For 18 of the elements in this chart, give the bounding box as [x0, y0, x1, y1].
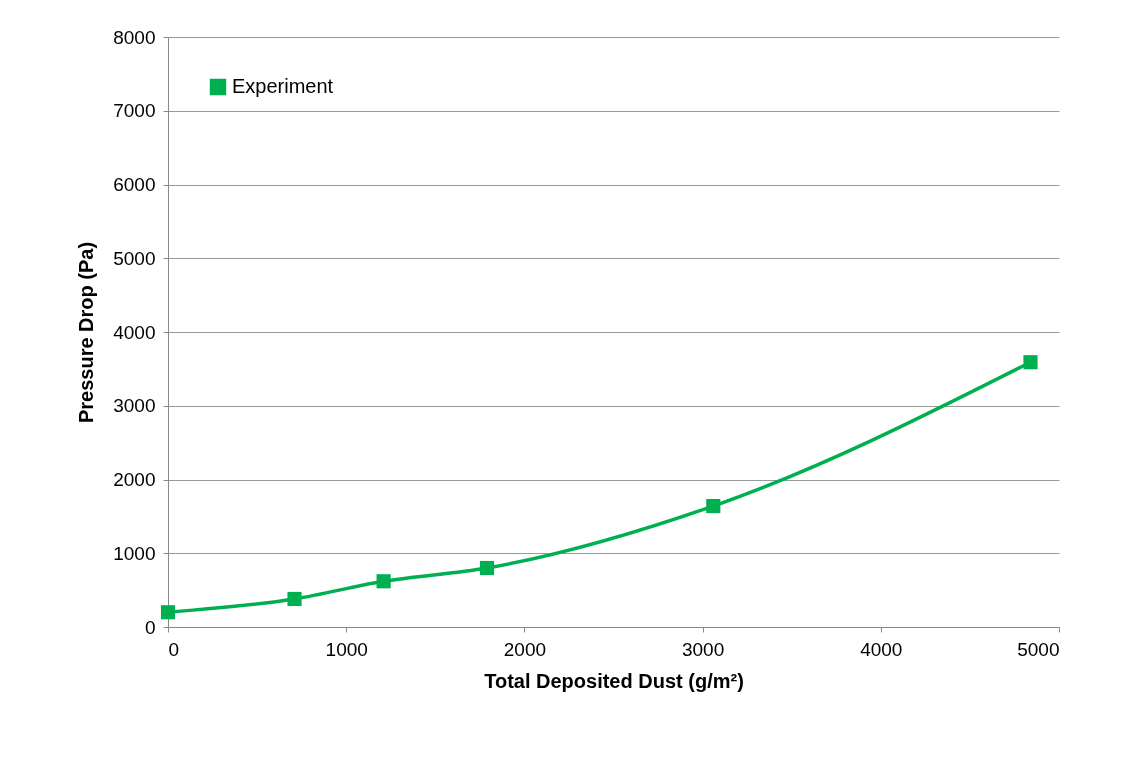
x-tick-label: 3000 — [681, 638, 725, 660]
y-tick-label: 3000 — [113, 395, 156, 417]
y-axis-title: Pressure Drop (Pa) — [75, 241, 98, 424]
y-tick-label: 2000 — [113, 469, 156, 490]
y-tick-label: 6000 — [113, 174, 156, 195]
y-tick-label: 7000 — [113, 100, 156, 122]
x-tick-label: 1000 — [325, 638, 368, 660]
y-tick-label: 8000 — [113, 26, 156, 48]
y-tick-label: 5000 — [113, 247, 156, 269]
legend-label: Experiment — [232, 75, 334, 97]
x-axis-title: Total Deposited Dust (g/m²) — [484, 669, 744, 692]
y-tick-label: 4000 — [113, 321, 156, 343]
x-tick-label: 5000 — [1017, 638, 1060, 660]
x-tick-label: 0 — [168, 638, 180, 660]
y-tick-label: 1000 — [113, 542, 156, 564]
x-tick-label: 2000 — [503, 638, 547, 660]
y-tick-label: 0 — [144, 616, 156, 638]
x-tick-label: 4000 — [860, 638, 903, 660]
